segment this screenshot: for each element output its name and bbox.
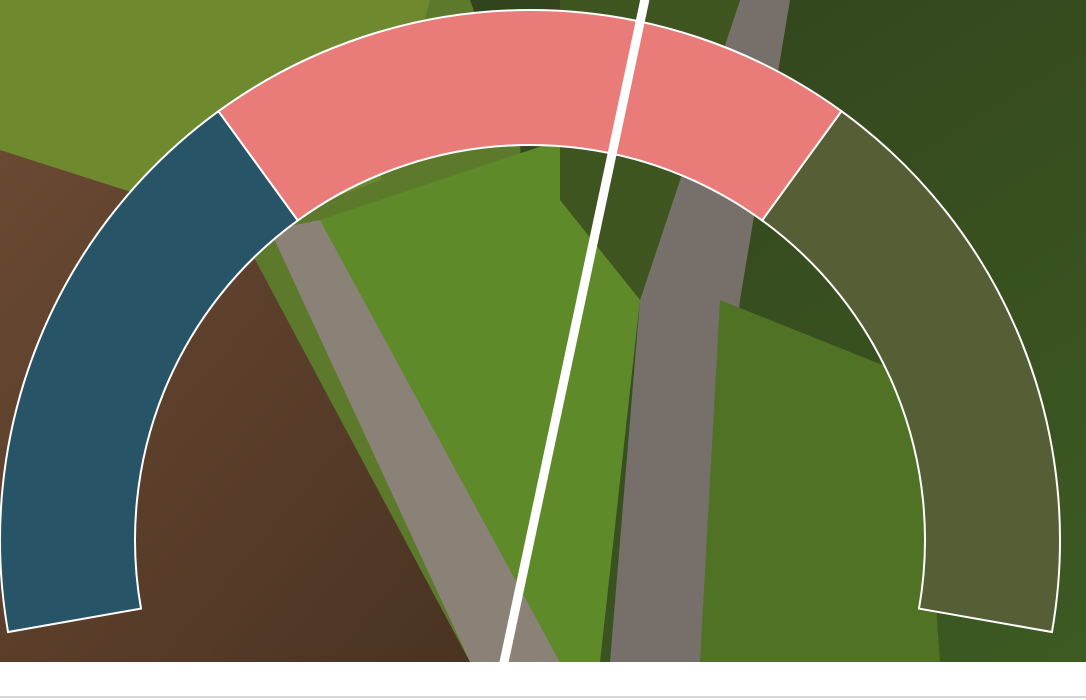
footer-strip bbox=[0, 662, 1086, 700]
gauge bbox=[0, 0, 1061, 662]
gauge-segment bbox=[217, 9, 843, 222]
gauge-needle bbox=[499, 0, 650, 662]
gauge-segment bbox=[760, 109, 1061, 634]
